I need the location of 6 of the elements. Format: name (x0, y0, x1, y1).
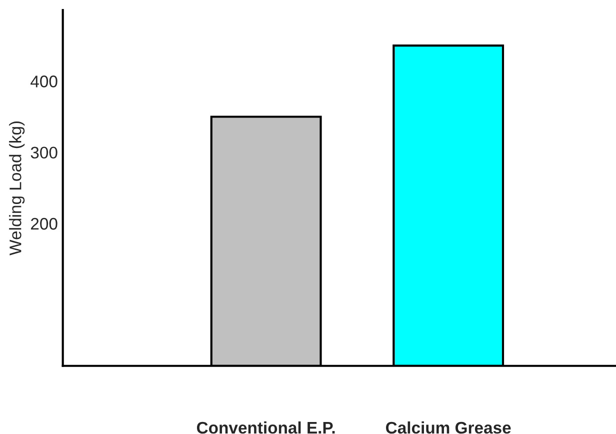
y-tick-label: 400 (30, 76, 58, 88)
y-tick-label: 200 (31, 218, 58, 230)
y-tick-label: 300 (30, 146, 58, 159)
y-axis-title: Welding Load (kg) (9, 121, 25, 256)
x-tick-label: Conventional E.P. (196, 421, 335, 434)
x-tick-label: Calcium Grease (386, 421, 511, 434)
